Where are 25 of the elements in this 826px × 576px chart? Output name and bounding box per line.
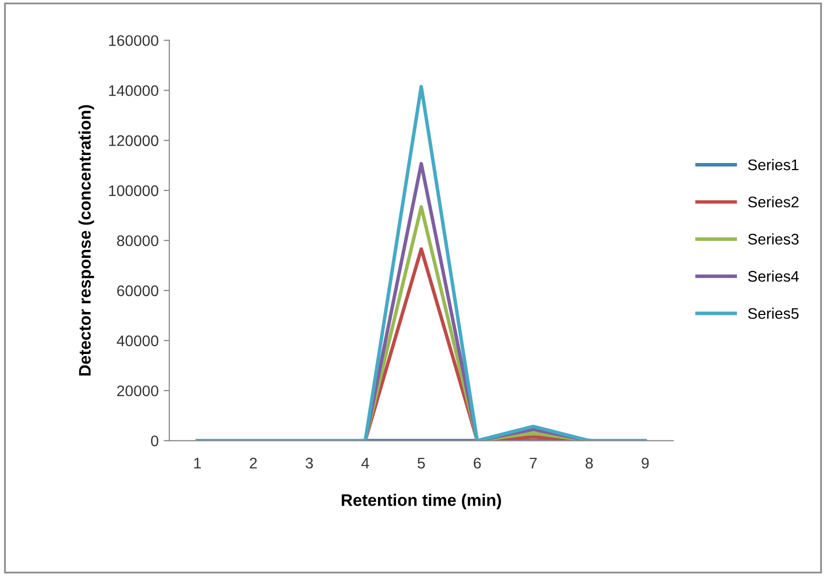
x-axis-title: Retention time (min) bbox=[342, 494, 501, 510]
legend-label: Series2 bbox=[748, 196, 798, 208]
y-tick-label: 120000 bbox=[109, 135, 158, 146]
x-tick-label: 2 bbox=[250, 458, 257, 468]
y-tick-label: 100000 bbox=[109, 185, 158, 196]
x-tick-label: 4 bbox=[361, 458, 370, 468]
y-tick-label: 80000 bbox=[117, 235, 158, 246]
y-tick-label: 160000 bbox=[109, 35, 158, 46]
x-tick-label: 9 bbox=[642, 458, 649, 469]
legend-label: Series3 bbox=[748, 233, 799, 245]
legend-label: Series1 bbox=[748, 159, 798, 170]
x-tick-label: 8 bbox=[586, 458, 593, 469]
y-tick-label: 0 bbox=[151, 436, 158, 446]
x-tick-label: 3 bbox=[306, 458, 313, 469]
legend-label: Series5 bbox=[748, 308, 799, 319]
y-tick-label: 60000 bbox=[117, 285, 158, 296]
legend-label: Series4 bbox=[748, 270, 799, 282]
y-tick-label: 140000 bbox=[109, 85, 158, 96]
y-tick-label: 40000 bbox=[116, 335, 158, 346]
y-tick-label: 20000 bbox=[117, 385, 158, 396]
x-tick-label: 1 bbox=[194, 458, 201, 468]
x-tick-label: 5 bbox=[418, 458, 425, 469]
x-tick-label: 6 bbox=[474, 458, 481, 469]
x-tick-label: 7 bbox=[530, 458, 537, 468]
y-axis-title: Detector response (concentration) bbox=[78, 105, 94, 376]
